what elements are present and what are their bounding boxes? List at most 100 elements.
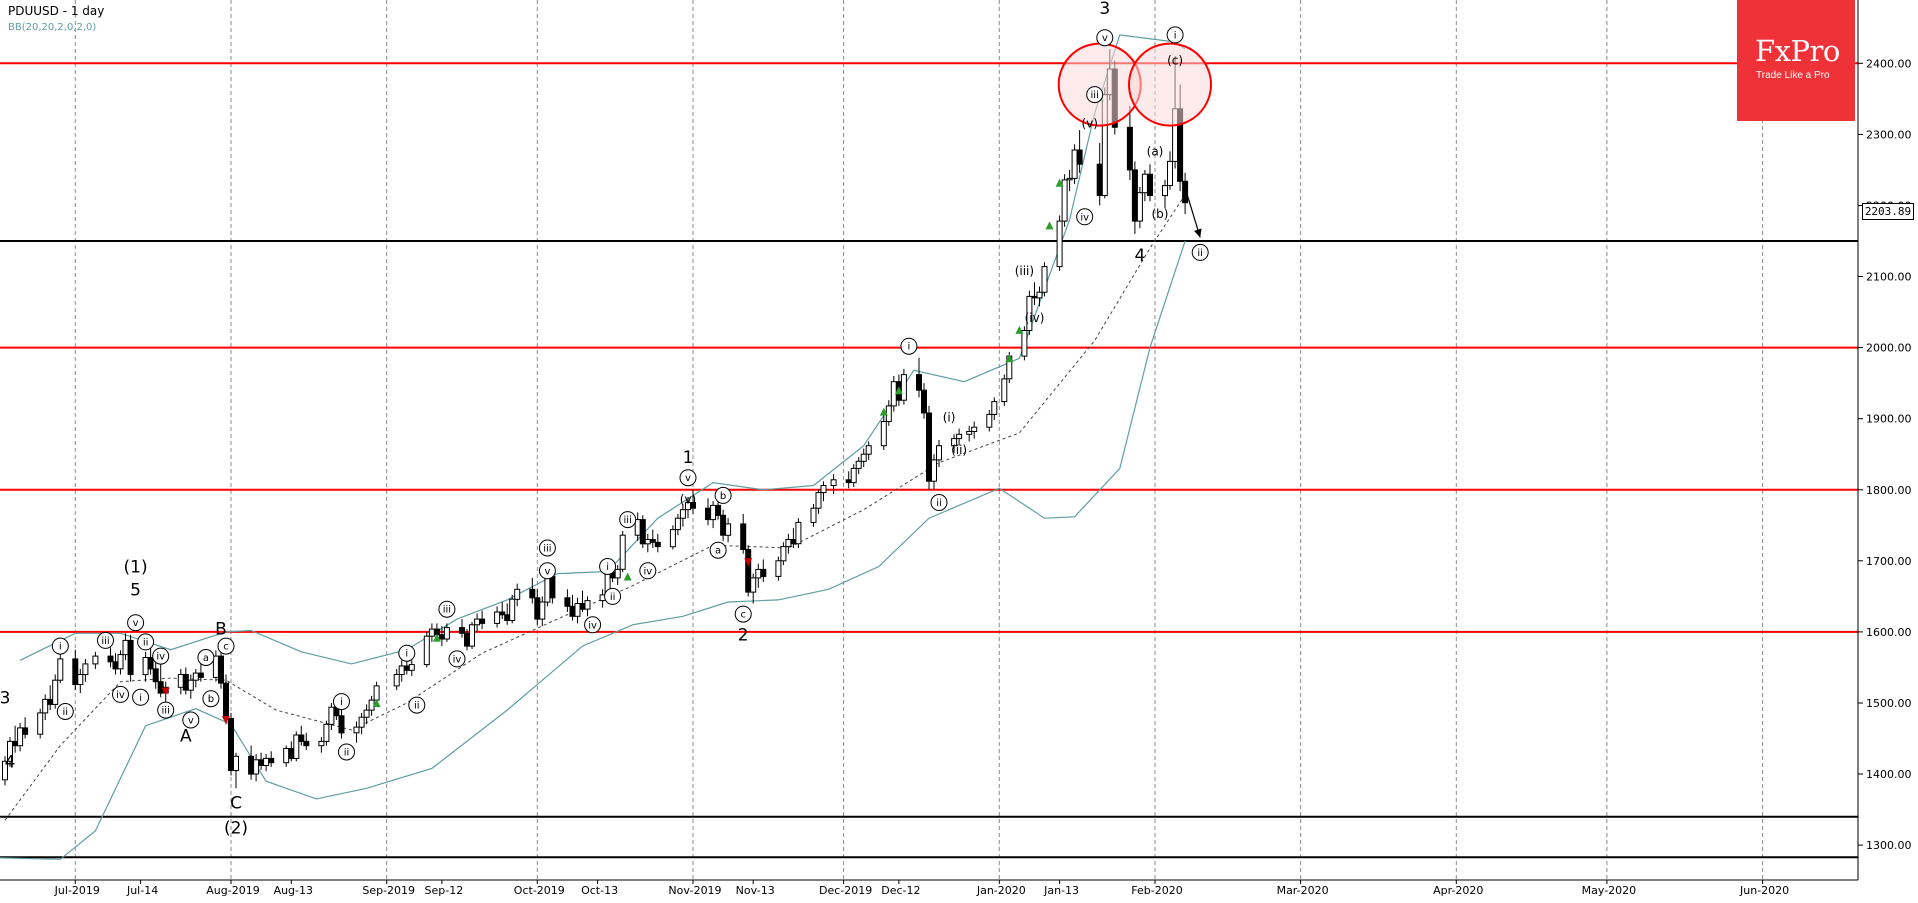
- candle-up: [725, 523, 732, 536]
- wave-label-circle: [202, 690, 220, 708]
- wave-label: ii: [143, 637, 149, 648]
- wave-label: ii: [1197, 248, 1203, 259]
- candle-down: [338, 715, 345, 734]
- candle-down: [916, 374, 922, 391]
- sell-signal-marker: [161, 687, 170, 696]
- wave-label-circle: [1166, 26, 1184, 44]
- candle-up: [669, 529, 676, 548]
- candle-down: [182, 674, 189, 691]
- wave-label: ii: [414, 701, 420, 712]
- candle-up: [1021, 330, 1028, 357]
- candle-up: [363, 709, 370, 718]
- candle-up: [82, 663, 89, 676]
- candle-down: [127, 639, 134, 676]
- wave-label: v: [133, 618, 139, 629]
- wave-label: (v): [680, 493, 696, 507]
- wave-label-circle: [157, 701, 175, 719]
- x-tick-label: Oct-13: [581, 884, 618, 897]
- wave-label: c: [740, 610, 746, 621]
- wave-label: a: [203, 653, 209, 664]
- candle-up: [865, 445, 872, 455]
- wave-label: ii: [63, 707, 69, 718]
- candle-up: [1162, 185, 1168, 197]
- candle-up: [991, 401, 998, 415]
- candle-down: [579, 603, 586, 610]
- wave-label: (i): [943, 410, 956, 424]
- wave-label-circle: [619, 511, 637, 529]
- wave-label-circle: [734, 605, 752, 623]
- x-tick-label: Jun-2020: [1739, 884, 1789, 897]
- wave-label-circle: [1191, 243, 1209, 261]
- wave-label: (iii): [1015, 264, 1034, 278]
- candle-down: [649, 539, 656, 543]
- y-tick-label: 1800.00: [1866, 484, 1912, 497]
- wave-label: (b): [1152, 207, 1169, 221]
- candle-down: [790, 539, 797, 545]
- x-tick-label: Jan-13: [1043, 884, 1079, 897]
- candle-down: [403, 665, 410, 671]
- candle-up: [785, 539, 792, 548]
- candle-down: [218, 655, 224, 684]
- candle-down: [1031, 295, 1038, 299]
- x-tick-label: Mar-2020: [1277, 884, 1329, 897]
- wave-label-circle: [132, 688, 150, 706]
- candle-up: [795, 521, 802, 545]
- candle-up: [885, 405, 892, 422]
- x-tick-label: Oct-2019: [514, 884, 565, 897]
- candle-up: [780, 546, 787, 562]
- candle-up: [820, 485, 827, 494]
- wave-label-circle: [97, 631, 114, 649]
- buy-signal-marker: [1045, 221, 1054, 230]
- wave-label: (c): [1167, 54, 1183, 68]
- projection-arrow: [1184, 187, 1201, 238]
- y-tick-label: 1500.00: [1866, 697, 1912, 710]
- candle-up: [1136, 192, 1143, 222]
- candle-up: [2, 760, 8, 781]
- candle-up: [423, 635, 430, 666]
- wave-label-circle: [448, 650, 466, 668]
- candle-up: [1141, 173, 1148, 194]
- candle-down: [112, 661, 119, 670]
- candle-down: [22, 727, 29, 735]
- wave-label: iv: [588, 620, 597, 631]
- sell-signal-marker: [221, 716, 230, 725]
- candle-up: [880, 421, 887, 447]
- wave-label-circle: [197, 649, 215, 666]
- candle-down: [479, 618, 486, 624]
- y-tick-label: 1400.00: [1866, 768, 1912, 781]
- y-tick-label: 1600.00: [1866, 626, 1912, 639]
- y-tick-label: 1300.00: [1866, 839, 1912, 852]
- wave-label: iii: [443, 605, 451, 616]
- candle-up: [353, 726, 360, 734]
- candle-down: [926, 412, 932, 482]
- wave-label: v: [544, 566, 550, 577]
- candle-down: [1076, 149, 1083, 165]
- candle-up: [775, 560, 782, 577]
- candle-down: [298, 734, 305, 742]
- wave-label-major: A: [180, 727, 192, 747]
- candle-up: [509, 598, 516, 622]
- buy-signal-marker: [1015, 325, 1024, 334]
- buy-signal-marker: [372, 698, 381, 707]
- candle-up: [1001, 378, 1008, 403]
- wave-label: (a): [1147, 144, 1164, 158]
- candle-up: [192, 672, 199, 681]
- candle-up: [679, 509, 686, 519]
- wave-label: iv: [156, 652, 165, 663]
- x-tick-label: Jul-14: [126, 884, 158, 897]
- candle-up: [293, 734, 300, 759]
- candle-up: [1061, 179, 1068, 222]
- candle-up: [966, 431, 973, 435]
- wave-label: i: [606, 562, 609, 573]
- candle-up: [253, 759, 260, 775]
- candle-up: [1056, 220, 1063, 268]
- candle-down: [534, 597, 541, 620]
- candle-up: [1071, 149, 1078, 179]
- wave-label-circle: [599, 558, 617, 575]
- wave-label-circle: [152, 647, 170, 665]
- chart-title: PDUUSD - 1 day: [8, 4, 105, 18]
- candle-up: [469, 624, 475, 647]
- y-tick-label: 1700.00: [1866, 555, 1912, 568]
- candle-up: [619, 534, 626, 570]
- candle-up: [900, 374, 907, 401]
